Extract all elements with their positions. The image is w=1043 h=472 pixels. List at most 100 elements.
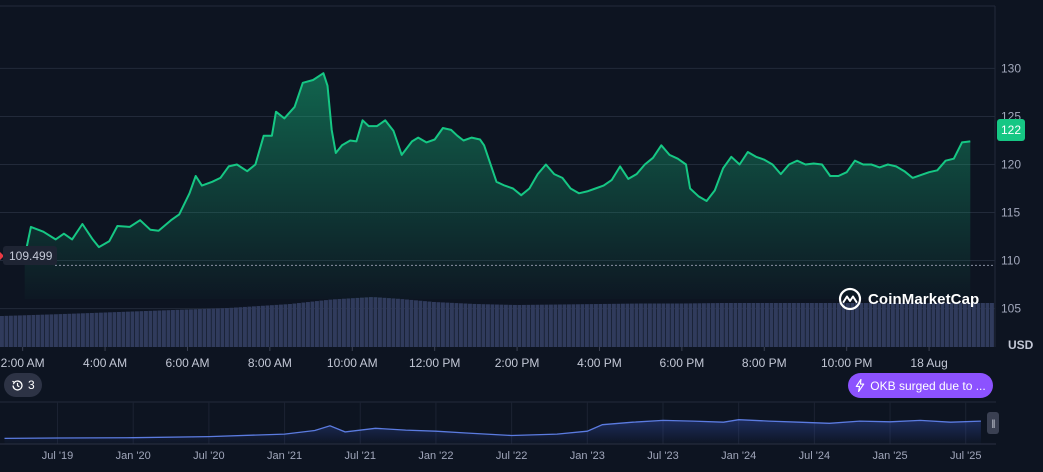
volume-bar [0,315,4,347]
navigator-tick-label: Jan '24 [721,450,756,462]
volume-bar [580,304,585,347]
volume-bar [891,303,895,347]
navigator-tick-label: Jul '24 [799,450,830,462]
volume-bar [495,304,499,347]
volume-bar [702,303,706,347]
volume-bar [319,300,324,347]
navigator-tick-label: Jan '23 [570,450,605,462]
x-tick-label: 8:00 PM [742,356,787,370]
volume-bar [810,303,814,347]
volume-bar [58,314,63,347]
volume-bar [99,312,103,347]
volume-bar [18,315,22,347]
volume-bar [544,304,549,347]
navigator-handle[interactable]: || [987,412,999,434]
volume-bar [432,301,436,347]
volume-bar [292,303,297,347]
volume-bar [526,304,531,347]
volume-bar [918,303,922,347]
volume-bar [958,303,963,347]
volume-bar [283,304,288,347]
volume-bar [913,303,918,347]
volume-bar [171,310,175,347]
volume-bar [828,303,832,347]
volume-bar [472,303,477,347]
volume-bar [297,303,301,347]
volume-bar [706,303,711,347]
volume-bar [819,303,823,347]
lightning-icon [856,379,865,392]
volume-bar [391,298,396,347]
volume-bar [310,301,315,347]
volume-bar [720,303,724,347]
volume-bar [252,306,256,347]
navigator-tick-label: Jul '25 [950,450,981,462]
navigator-area [4,419,981,444]
volume-bar [63,313,67,347]
volume-bar [130,311,135,347]
volume-bar [625,303,630,347]
navigator-tick-label: Jul '20 [193,450,224,462]
x-tick-label: 18 Aug [910,356,947,370]
volume-bar [324,300,328,347]
volume-bar [481,304,486,347]
volume-bar [135,311,139,347]
volume-bar [670,303,675,347]
volume-bar [13,315,18,347]
volume-bar [418,300,423,347]
volume-bar [400,299,405,347]
volume-bar [972,303,976,347]
volume-bar [40,314,45,347]
volume-bar [207,308,211,347]
volume-bar [9,315,13,347]
volume-bar [238,307,243,347]
volume-bar [652,303,657,347]
volume-bar [616,303,621,347]
volume-bar [504,304,508,347]
volume-bar [85,313,90,347]
volume-bar [121,311,126,347]
volume-bar [765,303,769,347]
volume-bar [441,302,445,347]
volume-bar [414,300,418,347]
volume-bar [936,303,940,347]
volume-bar [693,303,697,347]
navigator-tick-label: Jan '22 [418,450,453,462]
y-tick-label-115: 115 [1001,206,1020,220]
price-area-fill [24,73,971,299]
volume-bar [594,304,598,347]
y-tick-label-110: 110 [1001,254,1020,268]
volume-bar [666,303,670,347]
volume-bar [756,303,760,347]
navigator-tick-label: Jul '22 [496,450,527,462]
volume-bar [886,303,891,347]
news-pill[interactable]: OKB surged due to ... [848,373,993,398]
volume-bar [909,303,913,347]
logo-text: CoinMarketCap [868,290,980,308]
volume-bar [22,315,27,347]
navigator-line [4,419,981,440]
price-line-path [23,72,971,257]
volume-bar [378,297,382,347]
x-tick-label: 2:00 AM [1,356,45,370]
volume-bar [508,304,513,347]
navigator-tick-label: Jan '21 [267,450,302,462]
news-pill-label: OKB surged due to ... [870,378,986,393]
volume-bar [468,303,472,347]
volume-bar [823,303,828,347]
volume-bar [738,303,742,347]
volume-bar [684,303,688,347]
volume-bar [571,304,576,347]
volume-bar [139,311,144,347]
volume-bar [589,304,594,347]
history-badge[interactable]: 3 [4,373,42,397]
volume-bar [576,304,580,347]
volume-bar [445,302,450,347]
time-navigator[interactable] [0,401,996,445]
volume-bar [846,303,850,347]
volume-bar [342,298,346,347]
volume-bar [513,304,517,347]
volume-bar [814,303,819,347]
volume-bar [67,313,72,347]
